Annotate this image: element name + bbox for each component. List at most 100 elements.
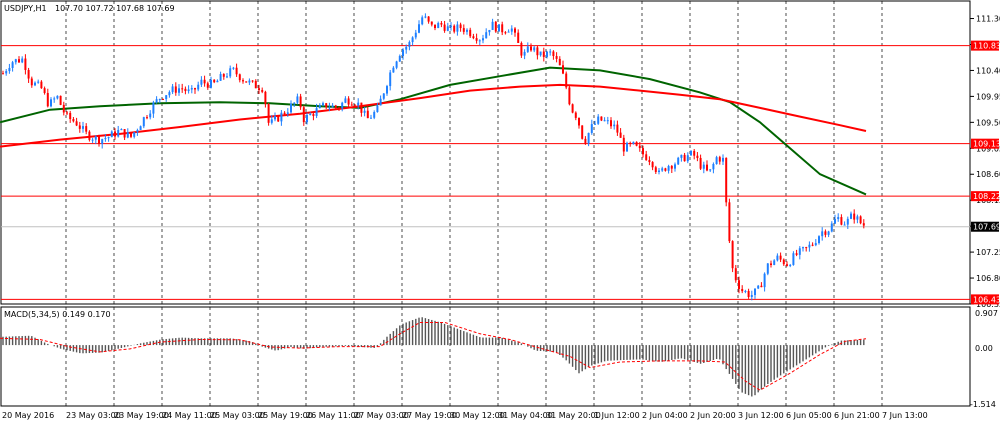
candles [2, 13, 865, 301]
candle-body [462, 28, 465, 32]
x-tick-label: 27 May 03:00 [354, 411, 409, 420]
candle-body [238, 74, 241, 81]
current-price-tag [971, 221, 999, 232]
candle-body [859, 216, 862, 224]
level-tag [971, 191, 999, 202]
candle-body [158, 98, 161, 100]
candle-body [171, 86, 174, 93]
candle-body [50, 99, 52, 107]
candle-body [674, 164, 676, 169]
symbol-label: USDJPY,H1 [4, 4, 47, 13]
candle-body [520, 42, 523, 56]
candle-body [491, 21, 494, 30]
candle-body [827, 231, 830, 235]
candle-body [360, 102, 363, 113]
candle-body [792, 253, 795, 265]
candle-body [373, 112, 376, 118]
candle-body [459, 24, 462, 29]
moving-average-line [0, 83, 867, 148]
current-price-label: 107.69 [973, 223, 1000, 232]
candle-body [856, 216, 859, 220]
x-tick-label: 30 May 12:00 [450, 411, 505, 420]
candle-body [402, 49, 404, 56]
x-tick-label: 6 Jun 05:00 [786, 411, 832, 420]
candle-body [114, 131, 116, 137]
candle-body [110, 131, 113, 138]
candle-body [267, 104, 270, 123]
candle-body [149, 113, 152, 118]
candle-body [376, 105, 379, 113]
candle-body [530, 46, 532, 51]
candle-body [427, 16, 430, 22]
candle-body [85, 126, 88, 132]
candle-body [533, 47, 536, 51]
candle-body [146, 117, 148, 119]
candle-body [421, 17, 424, 25]
candle-body [414, 32, 417, 38]
candle-body [610, 120, 612, 127]
candle-body [8, 67, 11, 72]
candle-body [600, 116, 603, 121]
candle-body [75, 121, 78, 126]
candle-body [613, 124, 616, 127]
candle-body [747, 290, 750, 297]
moving-averages [0, 66, 867, 196]
candle-body [325, 103, 328, 108]
candle-body [46, 93, 49, 107]
candle-body [232, 67, 235, 69]
candle-body [731, 241, 734, 269]
candle-body [418, 24, 420, 33]
level-tag-label: 109.13 [973, 140, 1000, 149]
candle-body [565, 73, 568, 88]
candle-body [194, 88, 196, 90]
candle-body [30, 78, 33, 86]
candle-body [187, 89, 190, 92]
candle-body [510, 28, 513, 32]
price-tick-label: 106.80 [976, 274, 1000, 283]
candle-body [62, 104, 65, 113]
level-tag [971, 294, 999, 305]
candle-body [696, 155, 699, 158]
candle-body [309, 113, 312, 116]
candle-body [91, 139, 94, 141]
candle-body [274, 116, 276, 120]
candle-body [117, 129, 120, 137]
candle-body [802, 247, 804, 249]
candle-body [750, 295, 753, 297]
candle-body [834, 219, 836, 224]
candle-body [587, 132, 590, 144]
level-tag-label: 108.22 [973, 192, 1000, 201]
candle-body [72, 119, 75, 122]
candle-body [386, 86, 388, 94]
candle-body [299, 96, 302, 108]
candle-body [786, 264, 788, 266]
candle-body [789, 264, 792, 266]
candle-body [200, 79, 203, 85]
candle-body [773, 260, 776, 265]
candle-body [725, 157, 728, 203]
horizontal-levels [1, 45, 970, 300]
candle-body [277, 116, 280, 122]
candle-body [782, 259, 785, 265]
candle-body [690, 150, 692, 156]
candle-body [5, 71, 8, 74]
candle-body [664, 168, 667, 171]
x-tick-label: 27 May 19:00 [402, 411, 457, 420]
candle-body [130, 132, 132, 137]
candle-body [526, 46, 529, 52]
candle-body [469, 29, 472, 37]
candle-body [88, 131, 91, 140]
candle-body [712, 163, 715, 170]
candle-body [574, 112, 577, 118]
candle-body [670, 166, 673, 169]
candle-body [264, 91, 267, 105]
candle-body [66, 112, 68, 114]
candle-body [741, 288, 744, 292]
x-tick-label: 6 Jun 21:00 [834, 411, 880, 420]
candle-body [654, 167, 657, 172]
candle-body [293, 102, 296, 104]
price-tick-label: 106.35 [976, 300, 1000, 309]
candle-body [302, 107, 305, 123]
candle-body [443, 24, 446, 31]
candle-body [242, 80, 244, 82]
